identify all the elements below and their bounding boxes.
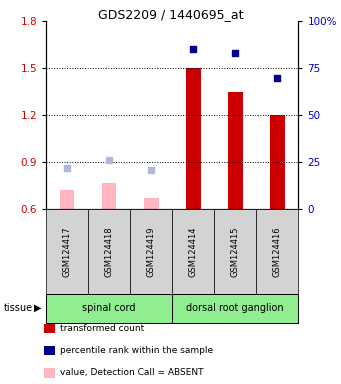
Text: value, Detection Call = ABSENT: value, Detection Call = ABSENT xyxy=(60,368,203,377)
Text: GSM124414: GSM124414 xyxy=(189,226,198,277)
Point xyxy=(275,74,280,81)
Text: GDS2209 / 1440695_at: GDS2209 / 1440695_at xyxy=(98,8,243,22)
Point xyxy=(64,165,70,171)
Text: GSM124415: GSM124415 xyxy=(231,226,240,277)
Point xyxy=(148,167,154,173)
Bar xyxy=(186,68,201,209)
Point xyxy=(106,157,112,164)
Bar xyxy=(144,198,159,209)
Text: GSM124417: GSM124417 xyxy=(62,226,72,277)
Bar xyxy=(60,190,74,209)
Text: GSM124418: GSM124418 xyxy=(105,226,114,277)
Point xyxy=(191,46,196,53)
Text: spinal cord: spinal cord xyxy=(83,303,136,313)
Bar xyxy=(228,92,243,209)
Text: GSM124416: GSM124416 xyxy=(273,226,282,277)
Text: transformed count: transformed count xyxy=(60,324,144,333)
Bar xyxy=(270,115,285,209)
Bar xyxy=(102,183,117,209)
Text: tissue: tissue xyxy=(3,303,32,313)
Text: GSM124419: GSM124419 xyxy=(147,226,156,277)
Point xyxy=(233,50,238,56)
Text: percentile rank within the sample: percentile rank within the sample xyxy=(60,346,213,355)
Text: dorsal root ganglion: dorsal root ganglion xyxy=(187,303,284,313)
Text: ▶: ▶ xyxy=(34,303,42,313)
